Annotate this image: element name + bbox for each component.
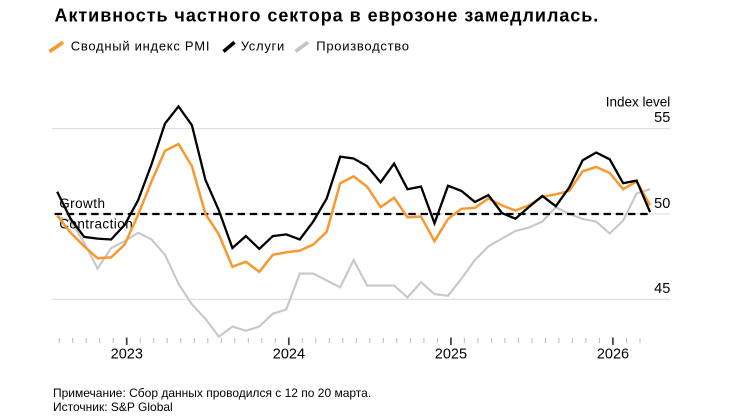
svg-text:Index level: Index level — [606, 94, 671, 109]
svg-text:2026: 2026 — [597, 347, 629, 363]
svg-text:Примечание: Сбор данных провод: Примечание: Сбор данных проводился с 12 … — [53, 386, 371, 400]
svg-text:2024: 2024 — [273, 347, 305, 363]
svg-text:Активность частного сектора в: Активность частного сектора в еврозоне з… — [55, 5, 600, 25]
svg-text:Услуги: Услуги — [241, 39, 285, 54]
svg-text:50: 50 — [654, 196, 670, 212]
svg-text:Производство: Производство — [316, 39, 409, 54]
svg-text:2025: 2025 — [435, 347, 467, 363]
svg-text:Сводный индекс PMI: Сводный индекс PMI — [71, 39, 210, 54]
svg-text:Источник: S&P Global: Источник: S&P Global — [53, 400, 173, 414]
svg-text:2023: 2023 — [111, 347, 143, 363]
svg-text:55: 55 — [654, 110, 670, 126]
svg-text:45: 45 — [654, 281, 670, 297]
svg-text:Growth: Growth — [59, 196, 105, 211]
